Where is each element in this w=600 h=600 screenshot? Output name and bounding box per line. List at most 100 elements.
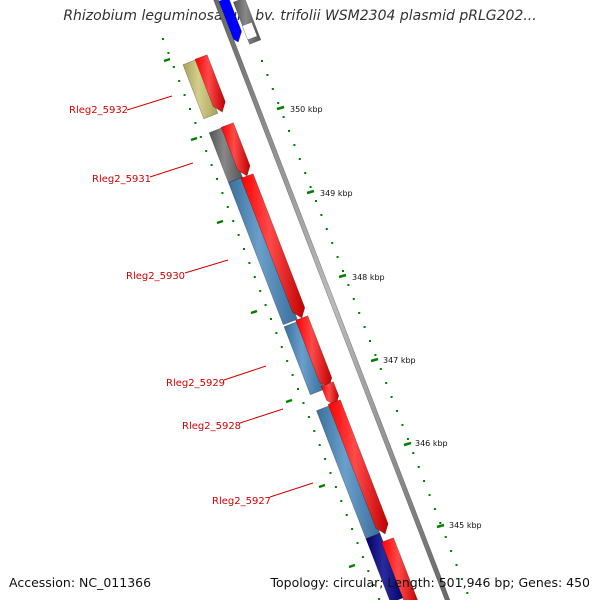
ruler-dot [428,494,431,496]
ruler-dot [351,528,354,530]
gene-label-leader [126,95,173,111]
scale-tick-label: 348 kbp [352,273,385,282]
feature-blue [228,176,298,326]
ruler-dot [259,290,262,292]
ruler-dot [270,318,272,320]
ruler-dot [417,466,420,468]
ruler-dot [264,304,267,306]
ruler-dot [248,262,251,264]
ruler-dot [401,424,404,426]
ruler-dot [210,164,213,166]
ruler-dot [347,284,350,286]
gene-label-rleg2-5930: Rleg2_5930 [126,271,185,282]
ruler-dot [199,136,202,138]
scale-tick [276,105,285,111]
gene-label-leader [223,365,267,381]
ruler-dot [340,500,343,502]
ruler-dot [266,74,269,76]
ruler-dot [232,220,235,222]
ruler-dot [325,228,328,230]
ruler-dot [216,178,218,180]
scale-tick [306,189,315,195]
ruler-dot [293,144,296,146]
scale-tick-label: 345 kbp [449,521,482,530]
ruler-dot [307,416,310,418]
ruler-dot [288,130,290,132]
ruler-dot [466,592,469,594]
ruler-dot [345,514,348,516]
ruler-dot [320,214,323,216]
cds-arrow [320,381,340,407]
ruler-dot [369,340,371,342]
ruler-dot [379,368,382,370]
ruler-dash [163,57,171,63]
gene-labels: Rleg2_5932 Rleg2_5931 Rleg2_5930 Rleg2_5… [69,95,314,507]
ruler-dot [361,556,364,558]
ruler-dot [282,116,285,118]
ruler-dot [356,542,359,544]
ruler-dot [318,444,321,446]
ruler-dot [372,584,375,586]
ruler-dot [363,326,366,328]
ruler-dot [253,276,256,278]
ruler-dot [358,312,361,314]
cds-arrow [240,173,306,319]
accession-text: Accession: NC_011366 [9,575,152,590]
ruler-dot [205,150,208,152]
ruler-dot [444,536,447,538]
scale-tick-label: 350 kbp [290,105,323,114]
ruler-dot [162,38,164,40]
scale-tick [403,441,412,447]
ruler-dot [280,346,283,348]
ruler-dot [309,186,312,188]
ruler-dot [367,570,370,572]
cds-arrow [381,537,418,600]
ruler-dot [336,256,339,258]
scale-tick [338,273,347,279]
outer-dotted-ruler [261,60,469,594]
gene-label-leader [239,408,284,424]
feature-tan [182,58,219,120]
ruler-dot [194,122,197,124]
ruler-dot [243,248,245,250]
scale-tick-label: 347 kbp [383,356,416,365]
gene-label-leader [149,162,194,178]
ruler-dot [275,332,278,334]
ruler-dot [221,192,224,194]
ruler-dot [315,200,317,202]
ruler-dot [406,438,409,440]
ruler-dot [302,402,305,404]
cds-track [194,54,418,600]
ruler-dot [378,598,381,600]
ruler-dot [423,480,426,482]
ruler-dot [342,270,344,272]
scale-tick-label: 346 kbp [415,439,448,448]
ruler-dash [250,309,258,315]
ruler-dot [450,550,453,552]
gene-label-leader [184,259,229,274]
cds-arrow [327,399,389,535]
scale-ticks: 350 kbp 349 kbp 348 kbp 347 kbp 346 kbp … [276,105,482,530]
ruler-dot [439,522,442,524]
ruler-dot [374,354,377,356]
ruler-dot [412,452,415,454]
ruler-dot [189,108,191,110]
ruler-dot [324,458,327,460]
ruler-dash [216,219,224,225]
ruler-dot [183,94,186,96]
ruler-dot [313,430,316,432]
ruler-dot [334,486,337,488]
ruler-dot [460,578,463,580]
ruler-dot [178,80,181,82]
cds-arrow [220,122,251,177]
backbone-line [213,0,451,600]
ruler-dot [390,396,393,398]
ruler-dot [433,508,436,510]
ruler-dash [318,483,326,489]
ruler-dot [271,88,274,90]
ruler-dot [261,60,263,62]
gene-label-rleg2-5931: Rleg2_5931 [92,174,151,185]
ruler-dash [190,136,198,142]
genome-summary-text: Topology: circular; Length: 501,946 bp; … [270,575,591,590]
